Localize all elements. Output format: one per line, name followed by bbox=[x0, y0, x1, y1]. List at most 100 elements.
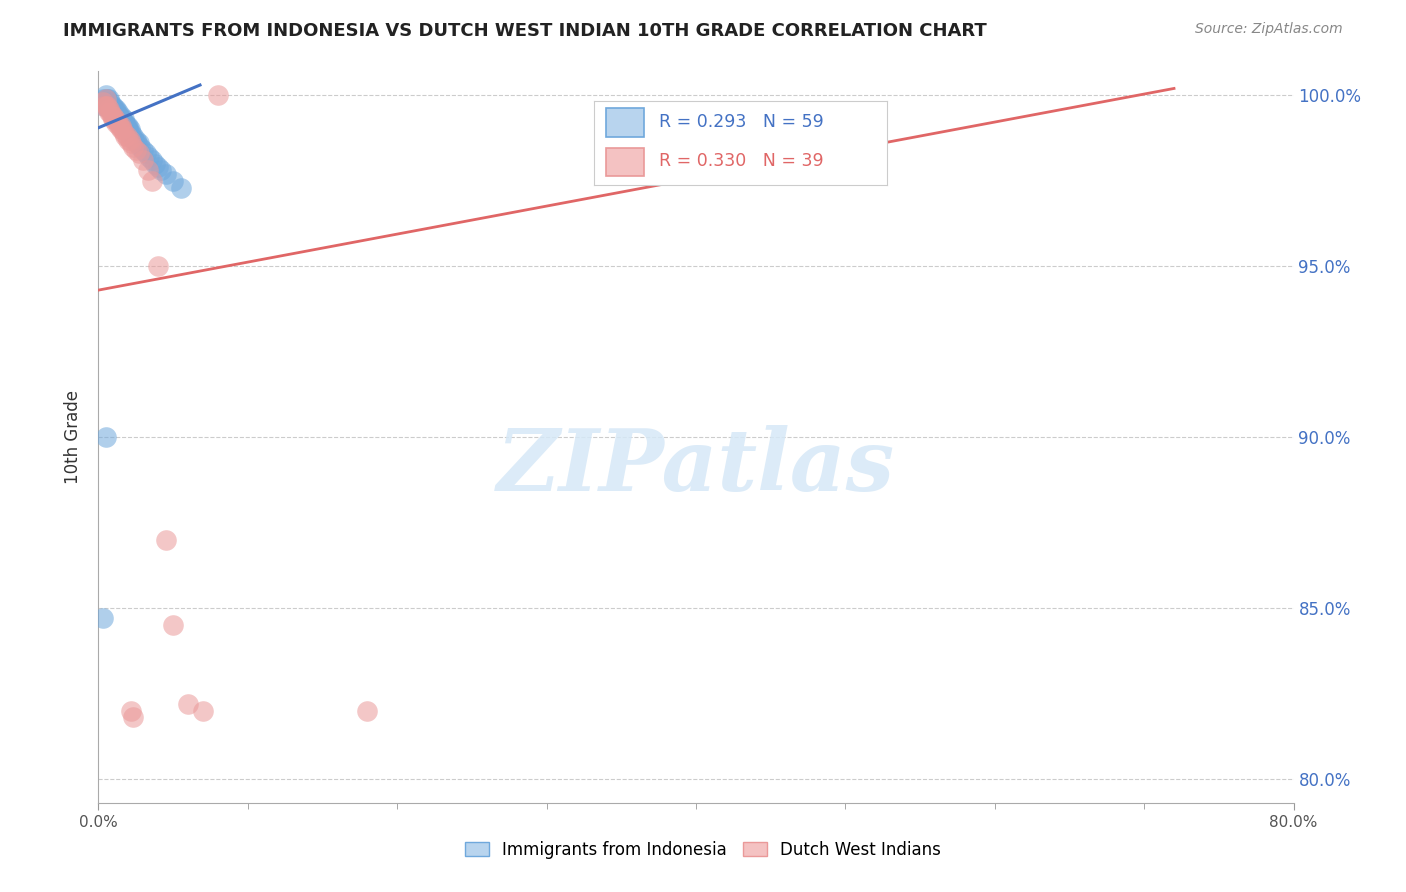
Point bbox=[96, 95, 118, 109]
Point bbox=[94, 430, 117, 444]
Point bbox=[97, 105, 120, 120]
Point bbox=[120, 129, 142, 144]
Point bbox=[108, 112, 131, 127]
Point bbox=[117, 133, 139, 147]
Point bbox=[141, 174, 163, 188]
Point bbox=[98, 98, 122, 112]
Point bbox=[91, 95, 114, 109]
Point bbox=[91, 92, 114, 106]
Point bbox=[115, 122, 138, 136]
Point bbox=[94, 92, 117, 106]
Point bbox=[103, 112, 125, 127]
Point bbox=[169, 180, 191, 194]
Point bbox=[155, 533, 177, 547]
Point bbox=[105, 102, 128, 116]
Point bbox=[118, 133, 141, 147]
Point bbox=[132, 153, 155, 168]
Text: ZIPatlas: ZIPatlas bbox=[496, 425, 896, 508]
Point bbox=[104, 112, 127, 127]
Point bbox=[118, 122, 141, 136]
Point bbox=[101, 109, 124, 123]
Point bbox=[138, 150, 160, 164]
Point bbox=[104, 105, 127, 120]
Point bbox=[98, 102, 122, 116]
Point bbox=[162, 174, 184, 188]
Point bbox=[94, 92, 117, 106]
Point bbox=[132, 143, 155, 157]
Point bbox=[125, 143, 148, 157]
Point bbox=[111, 115, 134, 129]
Point bbox=[91, 611, 114, 625]
Point bbox=[101, 102, 124, 116]
Point bbox=[117, 122, 139, 136]
Point bbox=[162, 618, 184, 632]
Point bbox=[97, 92, 120, 106]
Point bbox=[112, 115, 135, 129]
Point bbox=[114, 129, 136, 144]
Point bbox=[93, 98, 115, 112]
Point bbox=[121, 710, 143, 724]
Point bbox=[107, 115, 129, 129]
Point bbox=[117, 119, 139, 133]
Y-axis label: 10th Grade: 10th Grade bbox=[65, 390, 83, 484]
Point bbox=[105, 105, 128, 120]
Point bbox=[135, 146, 157, 161]
Text: IMMIGRANTS FROM INDONESIA VS DUTCH WEST INDIAN 10TH GRADE CORRELATION CHART: IMMIGRANTS FROM INDONESIA VS DUTCH WEST … bbox=[63, 22, 987, 40]
Point bbox=[128, 146, 150, 161]
Point bbox=[110, 122, 132, 136]
Point bbox=[108, 119, 131, 133]
Point bbox=[94, 95, 117, 109]
Point bbox=[115, 129, 138, 144]
Point bbox=[98, 105, 122, 120]
Point bbox=[94, 88, 117, 103]
Point bbox=[191, 704, 214, 718]
Point bbox=[98, 95, 122, 109]
Point bbox=[103, 109, 125, 123]
Point bbox=[103, 102, 125, 116]
Point bbox=[112, 112, 135, 127]
Point bbox=[356, 704, 378, 718]
Point bbox=[107, 105, 129, 120]
Point bbox=[110, 119, 132, 133]
Point bbox=[112, 126, 135, 140]
Point bbox=[120, 126, 142, 140]
Point bbox=[93, 98, 115, 112]
Point bbox=[97, 102, 120, 116]
Point bbox=[125, 133, 148, 147]
Point bbox=[114, 119, 136, 133]
Point bbox=[105, 115, 128, 129]
Point bbox=[148, 259, 170, 273]
Point bbox=[150, 163, 173, 178]
Point bbox=[96, 92, 118, 106]
Point bbox=[108, 109, 131, 123]
Point bbox=[120, 136, 142, 150]
Point bbox=[96, 98, 118, 112]
Point bbox=[128, 136, 150, 150]
Point bbox=[136, 163, 159, 178]
Point bbox=[107, 109, 129, 123]
Point bbox=[93, 95, 115, 109]
Point bbox=[94, 98, 117, 112]
Point bbox=[121, 139, 143, 153]
Text: Source: ZipAtlas.com: Source: ZipAtlas.com bbox=[1195, 22, 1343, 37]
Point bbox=[110, 109, 132, 123]
Point bbox=[115, 119, 138, 133]
Point bbox=[129, 139, 152, 153]
Point bbox=[124, 133, 146, 147]
Point bbox=[127, 136, 149, 150]
Point bbox=[141, 153, 163, 168]
Point bbox=[110, 112, 132, 127]
Point bbox=[121, 129, 143, 144]
Point bbox=[207, 88, 229, 103]
Point bbox=[177, 697, 200, 711]
Point bbox=[114, 115, 136, 129]
Point bbox=[111, 122, 134, 136]
Point bbox=[104, 102, 127, 116]
Legend: Immigrants from Indonesia, Dutch West Indians: Immigrants from Indonesia, Dutch West In… bbox=[458, 835, 948, 866]
Point bbox=[101, 98, 124, 112]
Point bbox=[97, 98, 120, 112]
Point bbox=[148, 160, 170, 174]
Point bbox=[143, 156, 166, 170]
Point bbox=[120, 704, 142, 718]
Point bbox=[111, 112, 134, 127]
